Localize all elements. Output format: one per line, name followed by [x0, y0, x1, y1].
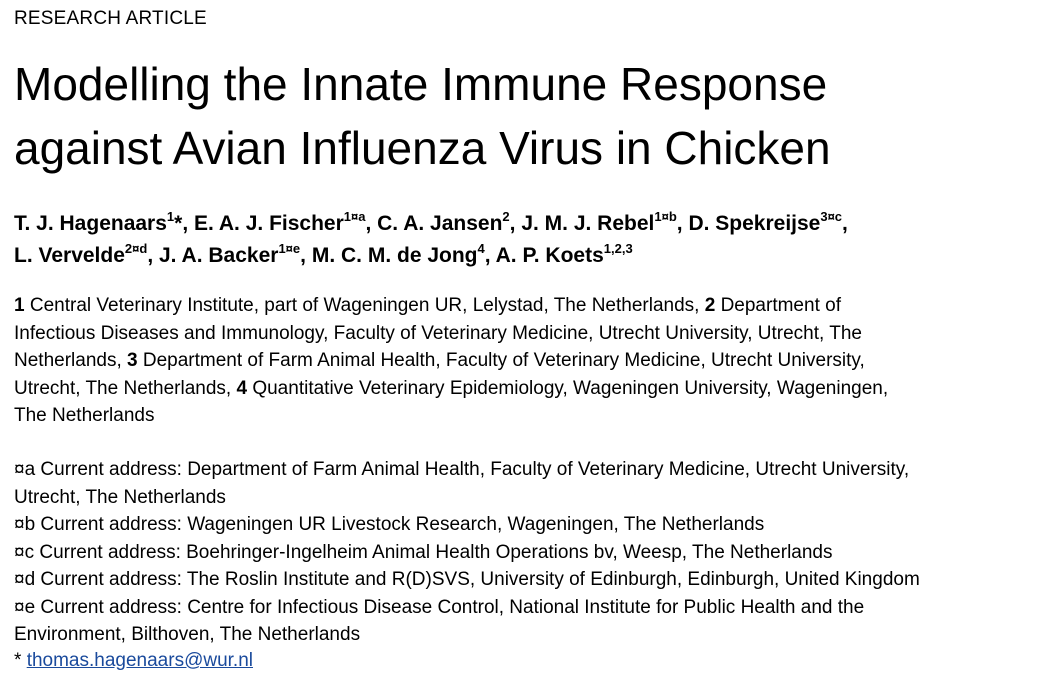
author-separator: ,: [484, 244, 496, 267]
current-address-line: ¤e Current address: Centre for Infectiou…: [14, 596, 865, 618]
author-separator: ,: [300, 244, 312, 267]
author-affiliation-sup: 1: [166, 209, 175, 224]
author-separator: ,: [365, 212, 378, 235]
affiliation-line: 1 Central Veterinary Institute, part of …: [14, 292, 1044, 320]
affiliation-number: 1: [14, 295, 25, 316]
affiliation-number: 3: [127, 350, 138, 371]
current-address-line: Environment, Bilthoven, The Netherlands: [14, 624, 361, 645]
affiliation-list: 1 Central Veterinary Institute, part of …: [14, 292, 1044, 430]
author-affiliation-sup: 1¤e: [278, 241, 301, 256]
corresponding-author: * thomas.hagenaars@wur.nl: [14, 647, 253, 675]
current-address-line: ¤d Current address: The Roslin Institute…: [14, 569, 920, 590]
author-separator: ,: [147, 244, 159, 267]
current-address-line: ¤c Current address: Boehringer-Ingelheim…: [14, 541, 833, 563]
author-affiliation-sup: 1¤b: [654, 209, 677, 224]
affiliation-text: Central Veterinary Institute, part of Wa…: [24, 295, 705, 316]
author-name: L. Vervelde: [14, 244, 125, 267]
affiliation-line: Netherlands, 3 Department of Farm Animal…: [14, 347, 1044, 375]
corresponding-email-link[interactable]: thomas.hagenaars@wur.nl: [26, 650, 253, 671]
title-line-1: Modelling the Innate Immune Response: [14, 58, 828, 110]
affiliation-text: Infectious Diseases and Immunology, Facu…: [14, 322, 862, 344]
affiliation-line: The Netherlands: [14, 402, 1044, 430]
affiliation-text: Utrecht, The Netherlands,: [14, 377, 237, 399]
affiliation-text: Quantitative Veterinary Epidemiology, Wa…: [247, 377, 889, 399]
author-line-2: L. Vervelde2¤d, J. A. Backer1¤e, M. C. M…: [14, 240, 1049, 272]
author-affiliation-sup: 3¤c: [820, 209, 843, 224]
current-address-line: ¤b Current address: Wageningen UR Livest…: [14, 514, 765, 535]
current-address-line: Utrecht, The Netherlands: [14, 486, 226, 508]
author-affiliation-sup: 2¤d: [124, 241, 148, 256]
affiliation-text: The Netherlands: [14, 405, 155, 426]
author-affiliation-sup: 4: [477, 241, 485, 256]
affiliation-line: Utrecht, The Netherlands, 4 Quantitative…: [14, 375, 1044, 403]
current-address-list: ¤a Current address: Department of Farm A…: [14, 456, 1049, 649]
author-name: A. P. Koets: [495, 244, 604, 267]
author-separator: *,: [174, 212, 194, 235]
author-name: E. A. J. Fischer: [193, 212, 344, 235]
affiliation-text: Department of Farm Animal Health, Facult…: [137, 350, 865, 371]
current-address-line: ¤a Current address: Department of Farm A…: [14, 459, 910, 480]
author-name: J. M. J. Rebel: [521, 212, 655, 235]
article-type-label: RESEARCH ARTICLE: [14, 8, 207, 29]
author-line-1: T. J. Hagenaars1*, E. A. J. Fischer1¤a, …: [14, 208, 1049, 240]
author-separator: ,: [842, 212, 848, 235]
author-name: C. A. Jansen: [377, 212, 503, 235]
affiliation-text: Netherlands,: [14, 350, 128, 371]
author-affiliation-sup: 2: [502, 209, 510, 224]
article-title: Modelling the Innate Immune Response aga…: [14, 52, 1044, 180]
corresponding-marker: *: [14, 650, 22, 671]
author-separator: ,: [509, 212, 522, 235]
author-affiliation-sup: 1,2,3: [603, 241, 633, 256]
author-name: J. A. Backer: [158, 244, 279, 267]
author-affiliation-sup: 1¤a: [343, 209, 366, 224]
author-name: D. Spekreijse: [688, 212, 821, 235]
author-list: T. J. Hagenaars1*, E. A. J. Fischer1¤a, …: [14, 208, 1049, 272]
author-name: T. J. Hagenaars: [14, 212, 167, 235]
author-separator: ,: [676, 212, 689, 235]
affiliation-number: 4: [236, 377, 248, 399]
affiliation-line: Infectious Diseases and Immunology, Facu…: [14, 320, 1044, 348]
title-line-2: against Avian Influenza Virus in Chicken: [14, 122, 831, 174]
affiliation-number: 2: [704, 295, 716, 316]
affiliation-text: Department of: [715, 295, 841, 316]
author-name: M. C. M. de Jong: [311, 244, 478, 267]
